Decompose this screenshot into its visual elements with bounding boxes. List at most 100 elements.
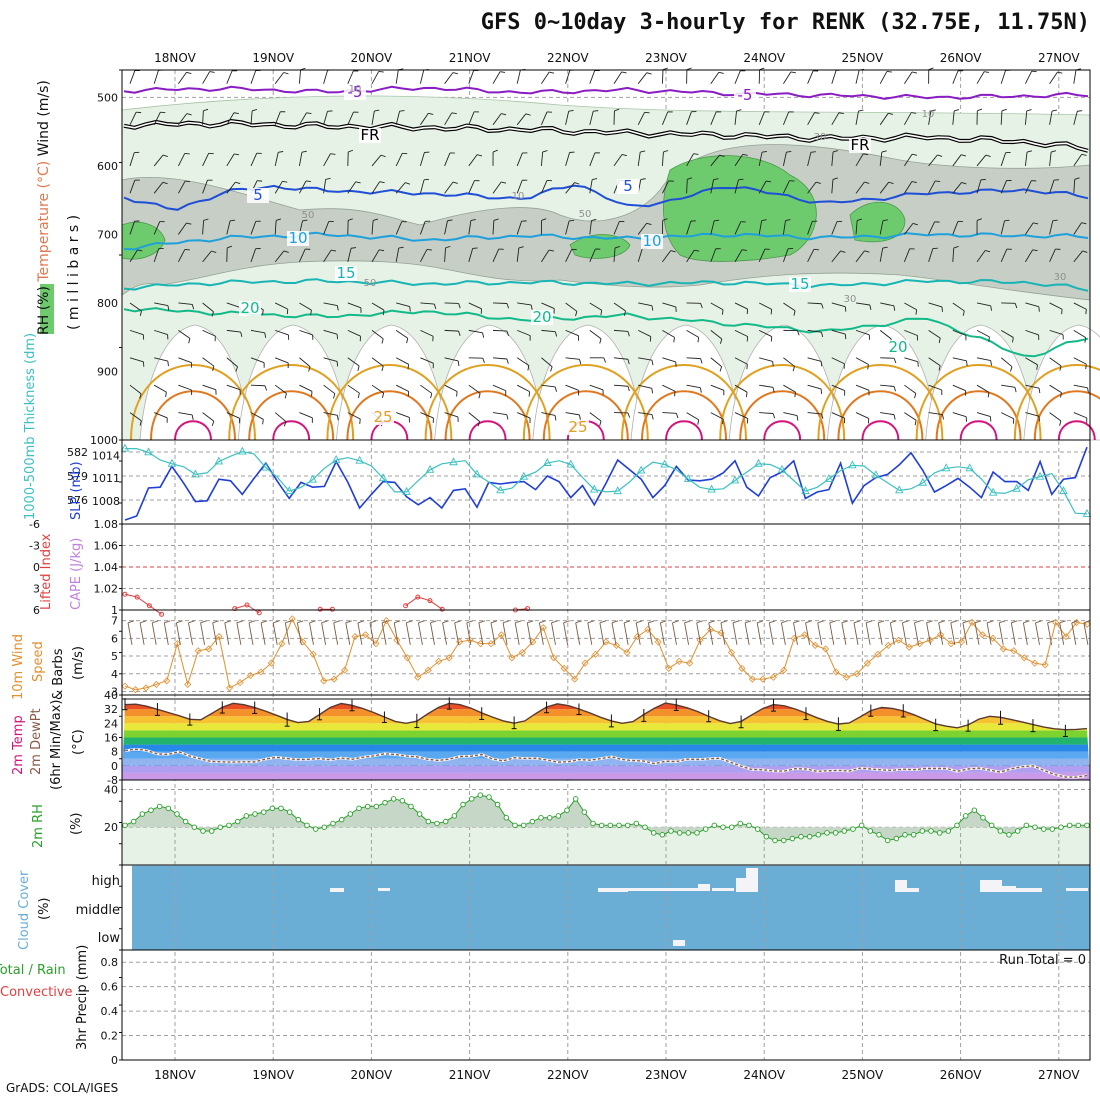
wind-barb-feather bbox=[645, 112, 650, 113]
wind10m-barb bbox=[310, 623, 314, 645]
wind-barb bbox=[251, 385, 265, 386]
wind-barb-feather bbox=[185, 153, 190, 154]
rh2m-point bbox=[773, 838, 778, 843]
wind-barb-feather bbox=[723, 419, 724, 424]
pressure-tick-500: 500 bbox=[97, 91, 118, 104]
precip-tick-0.2: 0.2 bbox=[101, 1030, 119, 1043]
rh2m-point bbox=[1050, 827, 1055, 832]
contour-label-t20: 20 bbox=[532, 308, 551, 326]
slp-point bbox=[122, 445, 129, 452]
rh2m-point bbox=[807, 834, 812, 839]
temp-axis-label-2: 2m DewPt bbox=[29, 708, 44, 775]
wind-tick-4: 4 bbox=[111, 668, 118, 681]
rh2m-point bbox=[313, 827, 318, 832]
contour-label-t5: 5 bbox=[623, 177, 633, 195]
precip-label-total: Total / Rain bbox=[0, 963, 66, 978]
rh2m-point bbox=[1067, 823, 1072, 828]
x-tick-bottom-22NOV: 22NOV bbox=[547, 1068, 589, 1082]
cape-tick: 1.08 bbox=[94, 518, 119, 531]
rh2m-point bbox=[894, 836, 899, 841]
rh2m-point bbox=[634, 821, 639, 826]
rh2m-point bbox=[513, 823, 518, 828]
wind10m-barb bbox=[237, 623, 241, 645]
rh2m-point bbox=[885, 838, 890, 843]
rh2m-point bbox=[591, 821, 596, 826]
rh2m-point bbox=[1076, 823, 1081, 828]
temp-band bbox=[122, 745, 1090, 752]
x-tick-top-21NOV: 21NOV bbox=[449, 51, 491, 65]
temp-band bbox=[122, 773, 1090, 780]
rh2m-point bbox=[383, 800, 388, 805]
wind-barb-feather bbox=[771, 309, 772, 314]
rh2m-point bbox=[573, 797, 578, 802]
rh2m-point bbox=[712, 823, 717, 828]
temp-band bbox=[122, 709, 1090, 716]
x-tick-bottom-18NOV: 18NOV bbox=[154, 1068, 196, 1082]
rh2m-point bbox=[1059, 825, 1064, 830]
rh2m-point bbox=[729, 825, 734, 830]
rh2m-point bbox=[842, 829, 847, 834]
precip-tick-0.6: 0.6 bbox=[101, 981, 119, 994]
x-tick-top-26NOV: 26NOV bbox=[940, 51, 982, 65]
rh2m-point bbox=[244, 814, 249, 819]
rh2m-point bbox=[643, 825, 648, 830]
wind10m-axis-label-3: & Barbs bbox=[51, 648, 66, 700]
rh2m-point bbox=[192, 825, 197, 830]
rh2m-point bbox=[816, 832, 821, 837]
wind-barb-feather bbox=[714, 220, 719, 221]
rh2m-point bbox=[781, 838, 786, 843]
rh2m-point bbox=[409, 804, 414, 809]
thickness-line bbox=[125, 447, 1087, 520]
wind10m-barb bbox=[140, 623, 144, 645]
rh2m-point bbox=[253, 812, 258, 817]
rh2m-point bbox=[998, 829, 1003, 834]
wind10m-barb bbox=[261, 623, 265, 645]
rh2m-point bbox=[521, 823, 526, 828]
rh2m-point bbox=[903, 832, 908, 837]
cloud-gap bbox=[712, 888, 734, 891]
cloud-level-high: high bbox=[92, 874, 120, 889]
rh2m-point bbox=[539, 815, 544, 820]
wind-tick-5: 5 bbox=[111, 650, 118, 663]
contour-label-t10: 10 bbox=[288, 229, 307, 247]
rh2m-point bbox=[1033, 825, 1038, 830]
thickness-tick-582: 582 bbox=[67, 446, 88, 459]
wind-barb-feather bbox=[408, 364, 409, 369]
upper-air-ylabel: RH (%) Temperature (°C) Wind (m/s) bbox=[36, 80, 52, 335]
wind10m-barb bbox=[830, 623, 834, 645]
cloud-gap bbox=[736, 878, 746, 892]
wind-barb-feather bbox=[360, 419, 361, 424]
wind10m-barb bbox=[1023, 623, 1027, 645]
wind10m-barb-feather bbox=[1036, 621, 1042, 623]
rh2m-point bbox=[703, 827, 708, 832]
rh2m-point bbox=[478, 793, 483, 798]
slp-axis-label: SLP (mb) bbox=[69, 461, 84, 520]
wind10m-barb bbox=[915, 623, 919, 645]
cloud-cover-fill bbox=[132, 865, 1090, 950]
rh2m-point bbox=[270, 806, 275, 811]
rh2m-point bbox=[946, 829, 951, 834]
wind10m-barb-feather bbox=[721, 621, 727, 623]
rh2m-point bbox=[859, 823, 864, 828]
cloud-gap bbox=[1016, 888, 1042, 892]
rh2m-point bbox=[608, 823, 613, 828]
wind10m-barb-feather bbox=[455, 621, 461, 623]
rh2m-point bbox=[287, 810, 292, 815]
precip-axis-label: 3hr Precip (mm) bbox=[75, 945, 90, 1050]
rh2m-point bbox=[755, 827, 760, 832]
rh-contour-label: 50 bbox=[579, 209, 592, 220]
wind-barb-feather bbox=[593, 111, 598, 112]
rh2m-point bbox=[833, 831, 838, 836]
pressure-tick-800: 800 bbox=[97, 297, 118, 310]
rh2m-point bbox=[279, 806, 284, 811]
rh2m-point bbox=[305, 823, 310, 828]
rh2m-tick-40: 40 bbox=[104, 783, 118, 796]
rh2m-point bbox=[530, 819, 535, 824]
wind-barb-feather bbox=[821, 361, 822, 366]
rh-contour-label: 30 bbox=[814, 132, 827, 143]
wind10m-barb bbox=[370, 623, 374, 645]
lifted-index-line bbox=[125, 594, 162, 614]
cloud-unit-label: (%) bbox=[37, 898, 52, 921]
cloud-level-low: low bbox=[98, 931, 121, 946]
wind-barb-feather bbox=[760, 68, 765, 70]
